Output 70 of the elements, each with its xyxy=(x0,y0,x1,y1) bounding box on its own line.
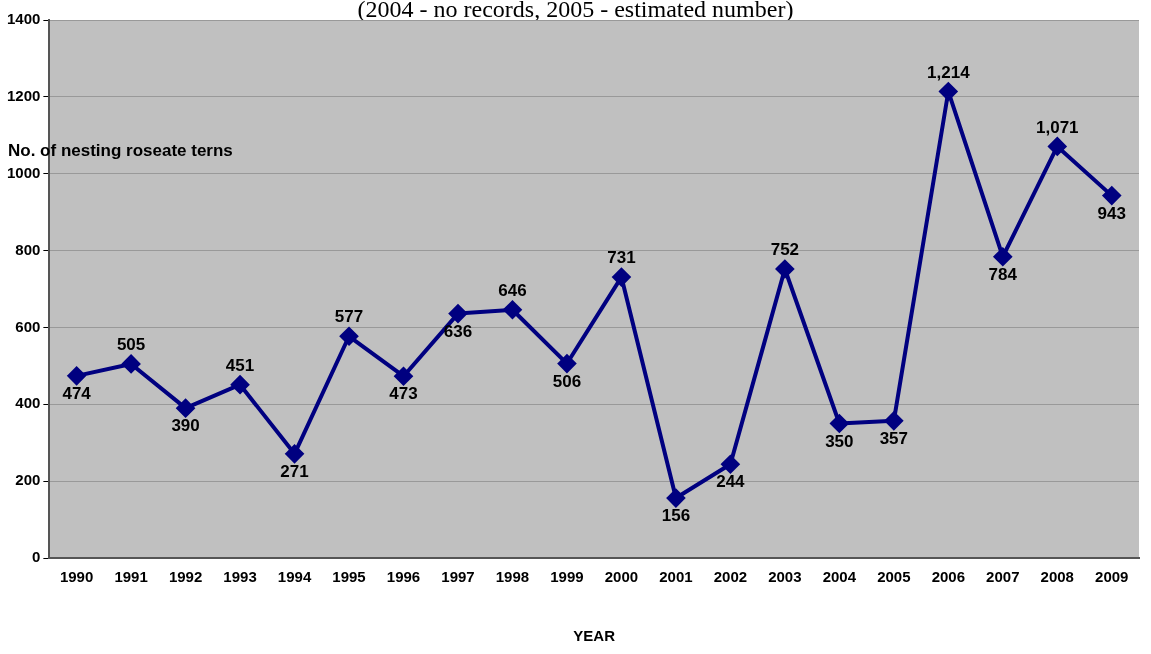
data-label: 473 xyxy=(389,384,418,404)
y-tick-label: 0 xyxy=(32,548,41,566)
x-tick-label: 1994 xyxy=(277,568,312,586)
data-label: 577 xyxy=(334,307,364,327)
point xyxy=(340,327,359,346)
data-label: 506 xyxy=(552,371,582,391)
x-tick-label: 2007 xyxy=(986,568,1020,586)
x-tick-label: 1999 xyxy=(550,568,584,586)
point xyxy=(993,247,1012,266)
point xyxy=(448,304,467,323)
point xyxy=(67,366,86,385)
x-tick-label: 2001 xyxy=(659,568,693,586)
x-tick-label: 1993 xyxy=(223,568,257,586)
point xyxy=(1048,137,1067,156)
point xyxy=(394,367,413,386)
point xyxy=(830,414,849,433)
y-tick-label: 200 xyxy=(15,471,41,489)
data-label: 390 xyxy=(171,416,200,436)
x-tick-label: 2004 xyxy=(822,568,857,586)
point xyxy=(939,82,958,101)
y-tick-label: 800 xyxy=(15,240,41,258)
data-label: 1,071 xyxy=(1036,117,1079,137)
data-label: 271 xyxy=(280,462,309,482)
point xyxy=(285,444,304,463)
data-label: 244 xyxy=(716,472,746,492)
x-tick-label: 1995 xyxy=(332,568,366,586)
y-tick-label: 600 xyxy=(15,317,41,335)
x-tick-label: 2008 xyxy=(1040,568,1074,586)
x-tick-label: 2003 xyxy=(768,568,802,586)
data-label: 636 xyxy=(443,321,473,341)
point xyxy=(503,300,522,319)
data-label: 350 xyxy=(825,431,854,451)
x-tick-label: 1996 xyxy=(386,568,421,586)
y-tick-label: 400 xyxy=(15,394,41,412)
x-tick-label: 1998 xyxy=(495,568,530,586)
point xyxy=(612,268,631,287)
x-tick-label: 2000 xyxy=(604,568,639,586)
point xyxy=(1102,186,1121,205)
x-tick-label: 2006 xyxy=(931,568,965,586)
data-label: 752 xyxy=(770,240,800,260)
data-label: 357 xyxy=(879,429,909,448)
data-label: 646 xyxy=(498,280,527,300)
point xyxy=(557,354,576,373)
chart-subtitle: (2004 - no records, 2005 - estimated number) xyxy=(357,0,794,22)
y-tick-label: 1200 xyxy=(6,87,41,104)
x-tick-label: 1997 xyxy=(441,568,475,586)
point xyxy=(775,260,794,279)
data-label: 943 xyxy=(1097,203,1126,223)
x-tick-label: 2009 xyxy=(1095,568,1129,586)
x-tick-label: 1991 xyxy=(114,568,148,586)
x-axis-title: YEAR xyxy=(573,627,616,645)
data-label: 1,214 xyxy=(927,62,971,82)
data-label: 451 xyxy=(225,355,255,375)
data-label: 505 xyxy=(116,335,146,355)
data-label: 731 xyxy=(607,248,636,268)
x-tick-label: 2002 xyxy=(713,568,748,586)
y-tick-label: 1400 xyxy=(6,10,41,28)
point xyxy=(884,411,903,430)
point xyxy=(176,399,195,418)
x-tick-label: 1990 xyxy=(59,568,94,586)
data-label: 474 xyxy=(62,384,92,404)
x-tick-label: 1992 xyxy=(168,568,203,586)
y-tick-label: 1000 xyxy=(6,163,41,181)
data-label: 784 xyxy=(988,264,1018,284)
point xyxy=(122,354,141,373)
x-tick-label: 2005 xyxy=(877,568,911,586)
data-label: 156 xyxy=(661,506,691,526)
point xyxy=(721,455,740,474)
point xyxy=(231,375,250,394)
point xyxy=(666,489,685,508)
